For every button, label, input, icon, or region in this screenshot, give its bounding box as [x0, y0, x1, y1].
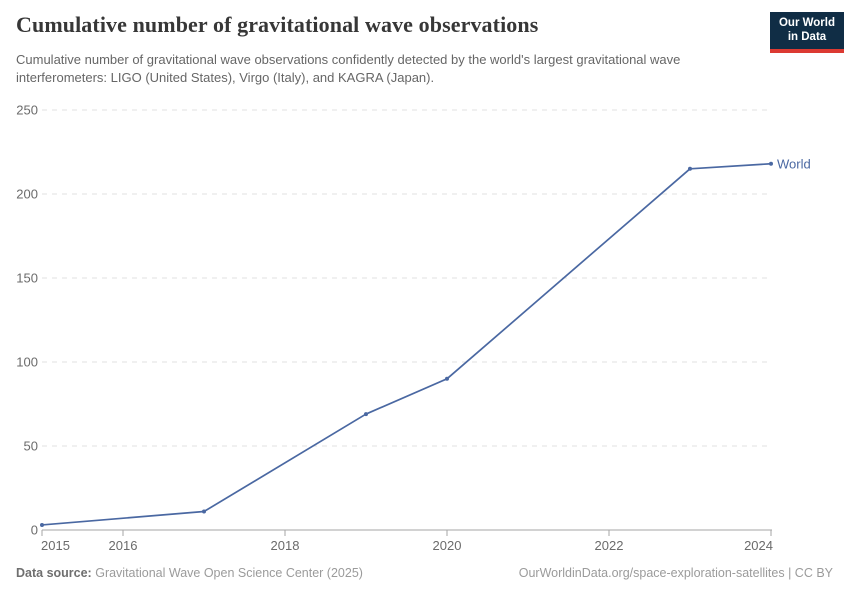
data-source: Data source: Gravitational Wave Open Sci…	[16, 566, 363, 580]
line-chart: 0 50 100 150 200 250 2015 2016 2018 2020 2022 2024 W…	[16, 103, 811, 554]
world-series-line[interactable]	[41, 162, 772, 526]
owid-logo-line1: Our World	[778, 17, 835, 29]
data-source-value: Gravitational Wave Open Science Center (…	[95, 566, 363, 580]
data-point-marker[interactable]	[688, 166, 692, 171]
data-point-marker[interactable]	[445, 376, 449, 381]
y-axis-tick-label: 100	[16, 355, 38, 370]
y-axis-tick-label: 250	[16, 103, 38, 118]
x-axis-tick-label: 2020	[433, 538, 462, 553]
x-axis-tick-label: 2016	[109, 538, 138, 553]
data-point-marker[interactable]	[769, 161, 773, 166]
x-axis-tick-label: 2018	[271, 538, 300, 553]
owid-logo[interactable]: Our World in Data	[770, 12, 844, 53]
owid-logo-line2: in Data	[787, 30, 827, 43]
y-axis-tick-label: 150	[16, 271, 38, 286]
data-point-marker[interactable]	[364, 412, 368, 417]
y-axis-tick-label: 200	[16, 187, 38, 202]
x-axis-tick-label: 2015	[41, 538, 70, 553]
y-axis-tick-label: 50	[24, 439, 38, 454]
chart-footer: Data source: Gravitational Wave Open Sci…	[0, 566, 850, 580]
x-axis-tick-label: 2022	[595, 538, 624, 553]
x-axis-tick-label: 2024	[744, 538, 773, 553]
series-end-label[interactable]: World	[777, 156, 811, 171]
y-axis-tick-label: 0	[31, 523, 38, 538]
data-point-marker[interactable]	[40, 522, 44, 527]
attribution-link[interactable]: OurWorldinData.org/space-exploration-sat…	[518, 566, 833, 580]
chart-title: Cumulative number of gravitational wave …	[16, 12, 539, 37]
data-source-label: Data source:	[16, 566, 92, 580]
data-point-marker[interactable]	[202, 509, 206, 514]
chart-subtitle: Cumulative number of gravitational wave …	[16, 52, 681, 85]
